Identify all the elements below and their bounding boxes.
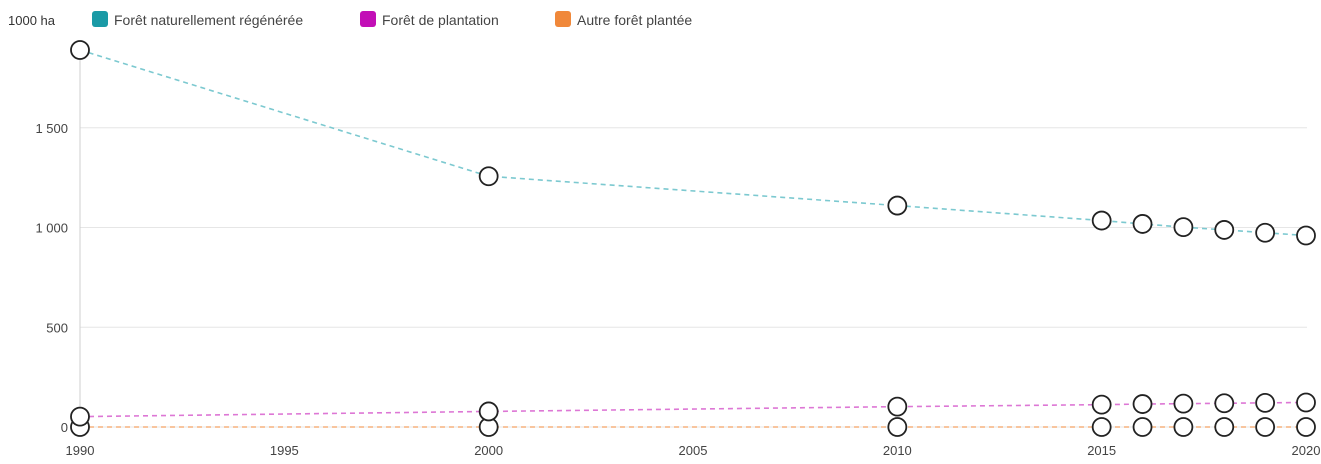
x-tick-label: 2000	[474, 443, 503, 458]
y-tick-labels: 0 500 1 000 1 500	[35, 121, 68, 435]
data-point-s0-1990[interactable]	[70, 40, 90, 60]
data-point-s1-1990[interactable]	[70, 406, 90, 427]
data-point-s1-2018[interactable]	[1214, 393, 1235, 414]
series-layer	[79, 49, 1307, 428]
data-point-s1-2017[interactable]	[1173, 393, 1194, 414]
data-point-s2-2020[interactable]	[1296, 417, 1316, 437]
y-tick-label: 500	[46, 320, 68, 335]
data-point-s2-2018[interactable]	[1214, 417, 1235, 437]
data-point-s1-2015[interactable]	[1091, 394, 1112, 415]
x-tick-label: 1995	[270, 443, 299, 458]
data-point-s1-2000[interactable]	[478, 401, 499, 422]
data-point-s1-2010[interactable]	[887, 396, 908, 417]
x-tick-labels: 1990 1995 2000 2005 2010 2015 2020	[66, 443, 1321, 458]
y-tick-label: 1 500	[35, 121, 68, 136]
x-tick-label: 2015	[1087, 443, 1116, 458]
legend-swatch-0	[92, 11, 108, 27]
data-point-s0-2017[interactable]	[1173, 217, 1194, 238]
legend-swatch-2	[555, 11, 571, 27]
data-point-s1-2020[interactable]	[1296, 392, 1316, 413]
data-point-s1-2016[interactable]	[1132, 394, 1153, 414]
legend-label-1[interactable]: Forêt de plantation	[382, 12, 499, 28]
x-tick-label: 2005	[679, 443, 708, 458]
x-tick-label: 1990	[66, 443, 95, 458]
series-line-1	[79, 401, 1307, 418]
y-tick-label: 1 000	[35, 221, 68, 236]
data-point-s0-2000[interactable]	[478, 166, 499, 187]
data-point-s0-2018[interactable]	[1214, 220, 1235, 240]
data-point-s2-2017[interactable]	[1173, 417, 1194, 437]
series-line-0	[79, 49, 1307, 237]
x-tick-label: 2020	[1292, 443, 1321, 458]
data-point-s0-2010[interactable]	[887, 195, 908, 216]
legend-label-0[interactable]: Forêt naturellement régénérée	[114, 12, 303, 28]
data-point-s1-2019[interactable]	[1255, 392, 1276, 413]
legend: 1000 ha Forêt naturellement régénérée For…	[8, 11, 692, 28]
data-point-s0-2020[interactable]	[1296, 225, 1316, 246]
legend-swatch-1	[360, 11, 376, 27]
data-point-s0-2015[interactable]	[1091, 210, 1112, 231]
legend-label-2[interactable]: Autre forêt plantée	[577, 12, 692, 28]
data-point-s2-2019[interactable]	[1255, 417, 1276, 437]
y-tick-label: 0	[61, 420, 68, 435]
x-tick-label: 2010	[883, 443, 912, 458]
data-point-s0-2016[interactable]	[1132, 214, 1153, 234]
unit-label: 1000 ha	[8, 13, 56, 28]
data-point-s2-2015[interactable]	[1091, 417, 1112, 437]
grid-layer	[80, 127, 1307, 428]
data-point-s2-2016[interactable]	[1132, 417, 1153, 437]
marker-layer	[70, 40, 1316, 437]
data-point-s2-2010[interactable]	[887, 417, 908, 437]
data-point-s0-2019[interactable]	[1255, 222, 1276, 243]
